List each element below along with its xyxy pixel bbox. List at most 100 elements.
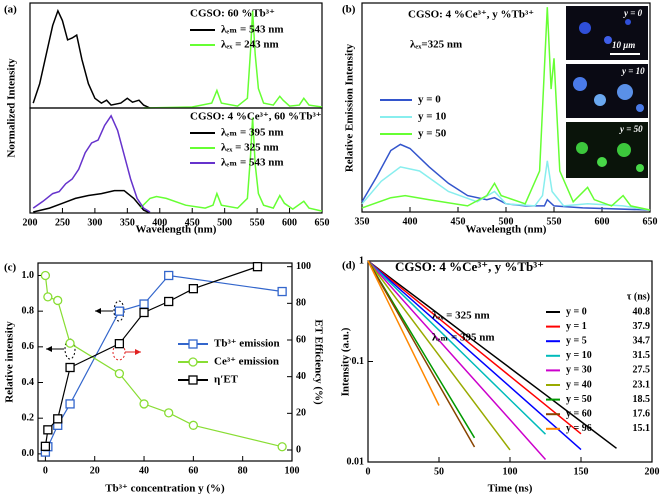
marker [114,306,125,316]
x-tick-label: 60 [188,465,198,476]
x-tick-label: 80 [238,465,248,476]
legend-tau: 18.5 [633,394,651,405]
chart-title: CGSO: 4 %Ce³⁺, y %Tb³⁺ [395,259,544,274]
grain [579,22,591,34]
x-axis-label: Wavelength (nm) [136,224,217,236]
series-line [367,260,547,460]
annotation: λₑₓ = 325 nm [432,310,490,322]
x-tick-label: 500 [217,217,232,228]
legend-tau: 34.7 [633,335,651,346]
y-tick-label: 1 [359,255,364,266]
legend-label: y = 50 [566,394,592,405]
scale-label: 10 μm [612,40,635,50]
legend-label: Tb³⁺ emission [214,338,280,350]
panel-label: (b) [342,4,356,16]
grain [573,77,587,91]
legend-label: y = 10 [418,111,447,123]
x-axis-label: Wavelength (nm) [466,224,547,236]
y-tick-label: 1.0 [22,270,35,281]
panel-label: (c) [4,262,17,274]
legend-label: y = 30 [566,365,592,376]
grain [625,19,631,25]
legend-label: y = 0 [418,94,441,106]
dashed-ellipse [64,338,76,360]
legend-label: y = 5 [566,335,587,346]
marker [139,307,149,318]
y2-tick-label: 0 [296,444,301,455]
micrograph [566,6,648,60]
x-axis-label: Time (ns) [488,483,533,495]
series-line [139,117,323,212]
legend-label: y = 0 [566,306,587,317]
x-tick-label: 20 [90,465,100,476]
grain [617,84,633,100]
y2-tick-label: 20 [296,408,306,419]
y-tick-label: 0.4 [22,377,35,388]
marker [188,420,199,430]
x-tick-label: 0 [43,465,48,476]
legend-label: y = 10 [566,350,592,361]
plot-frame [367,260,653,463]
marker [188,357,198,367]
x-tick-label: 100 [503,466,518,477]
marker [277,442,287,452]
y-tick-label: 0.8 [22,305,35,316]
arrow-head [95,308,101,314]
legend-tau: 31.5 [633,350,651,361]
x-tick-label: 400 [403,216,418,227]
x-tick-label: 550 [250,217,265,228]
x-tick-label: 250 [55,217,70,228]
x-tick-label: 650 [315,217,330,228]
y2-tick-label: 40 [296,371,306,382]
chart-title: CGSO: 60 %Tb³⁺ [190,8,275,20]
marker [65,362,75,373]
marker [53,414,63,424]
panel-label: (a) [4,4,17,16]
x-tick-label: 0 [366,466,371,477]
legend-label: λₑₓ = 243 nm [221,39,279,51]
grain [617,143,631,157]
legend-title: τ (ns) [627,291,650,302]
marker [277,286,287,297]
legend-label: λₑₘ = 543 nm [221,24,284,36]
micrographs: y = 0 10 μm y = 10 y = 50 [566,6,648,178]
legend-label: y = 50 [418,128,447,140]
series-line [361,160,651,211]
x-tick-label: 450 [451,216,466,227]
marker [139,299,149,309]
legend-tau: 27.5 [633,365,651,376]
x-tick-label: 350 [355,216,370,227]
legend-label: y = 40 [566,379,592,390]
marker [164,408,174,418]
series-line [367,260,440,406]
panel-label: (d) [342,260,356,272]
legend-label: λₑₘ = 395 nm [221,127,284,139]
series-line [33,189,151,214]
legend-tau: 15.1 [633,423,651,434]
x-tick-label: 350 [120,217,135,228]
legend-label: η′ET [214,374,239,386]
plot-frame [29,107,323,214]
series-line [367,260,582,435]
grain [636,104,644,112]
marker [40,270,51,281]
legend-label: y = 1 [566,321,587,332]
legend-label: λₑₘ = 543 nm [221,157,284,169]
marker [65,399,75,409]
legend-label: Ce³⁺ emission [214,356,279,368]
legend-tau: 17.6 [633,408,651,419]
series-line [143,10,323,109]
annotation: λₑₓ=325 nm [410,39,462,51]
marker [188,284,199,294]
x-tick-label: 40 [139,465,149,476]
marker [53,295,63,306]
marker [114,368,125,379]
legend-label: y = 60 [566,408,592,419]
legend-tau: 23.1 [633,379,651,390]
series-line [367,260,511,451]
x-tick-label: 650 [643,216,658,227]
marker [139,399,149,409]
marker [43,425,53,435]
grain [576,142,588,154]
